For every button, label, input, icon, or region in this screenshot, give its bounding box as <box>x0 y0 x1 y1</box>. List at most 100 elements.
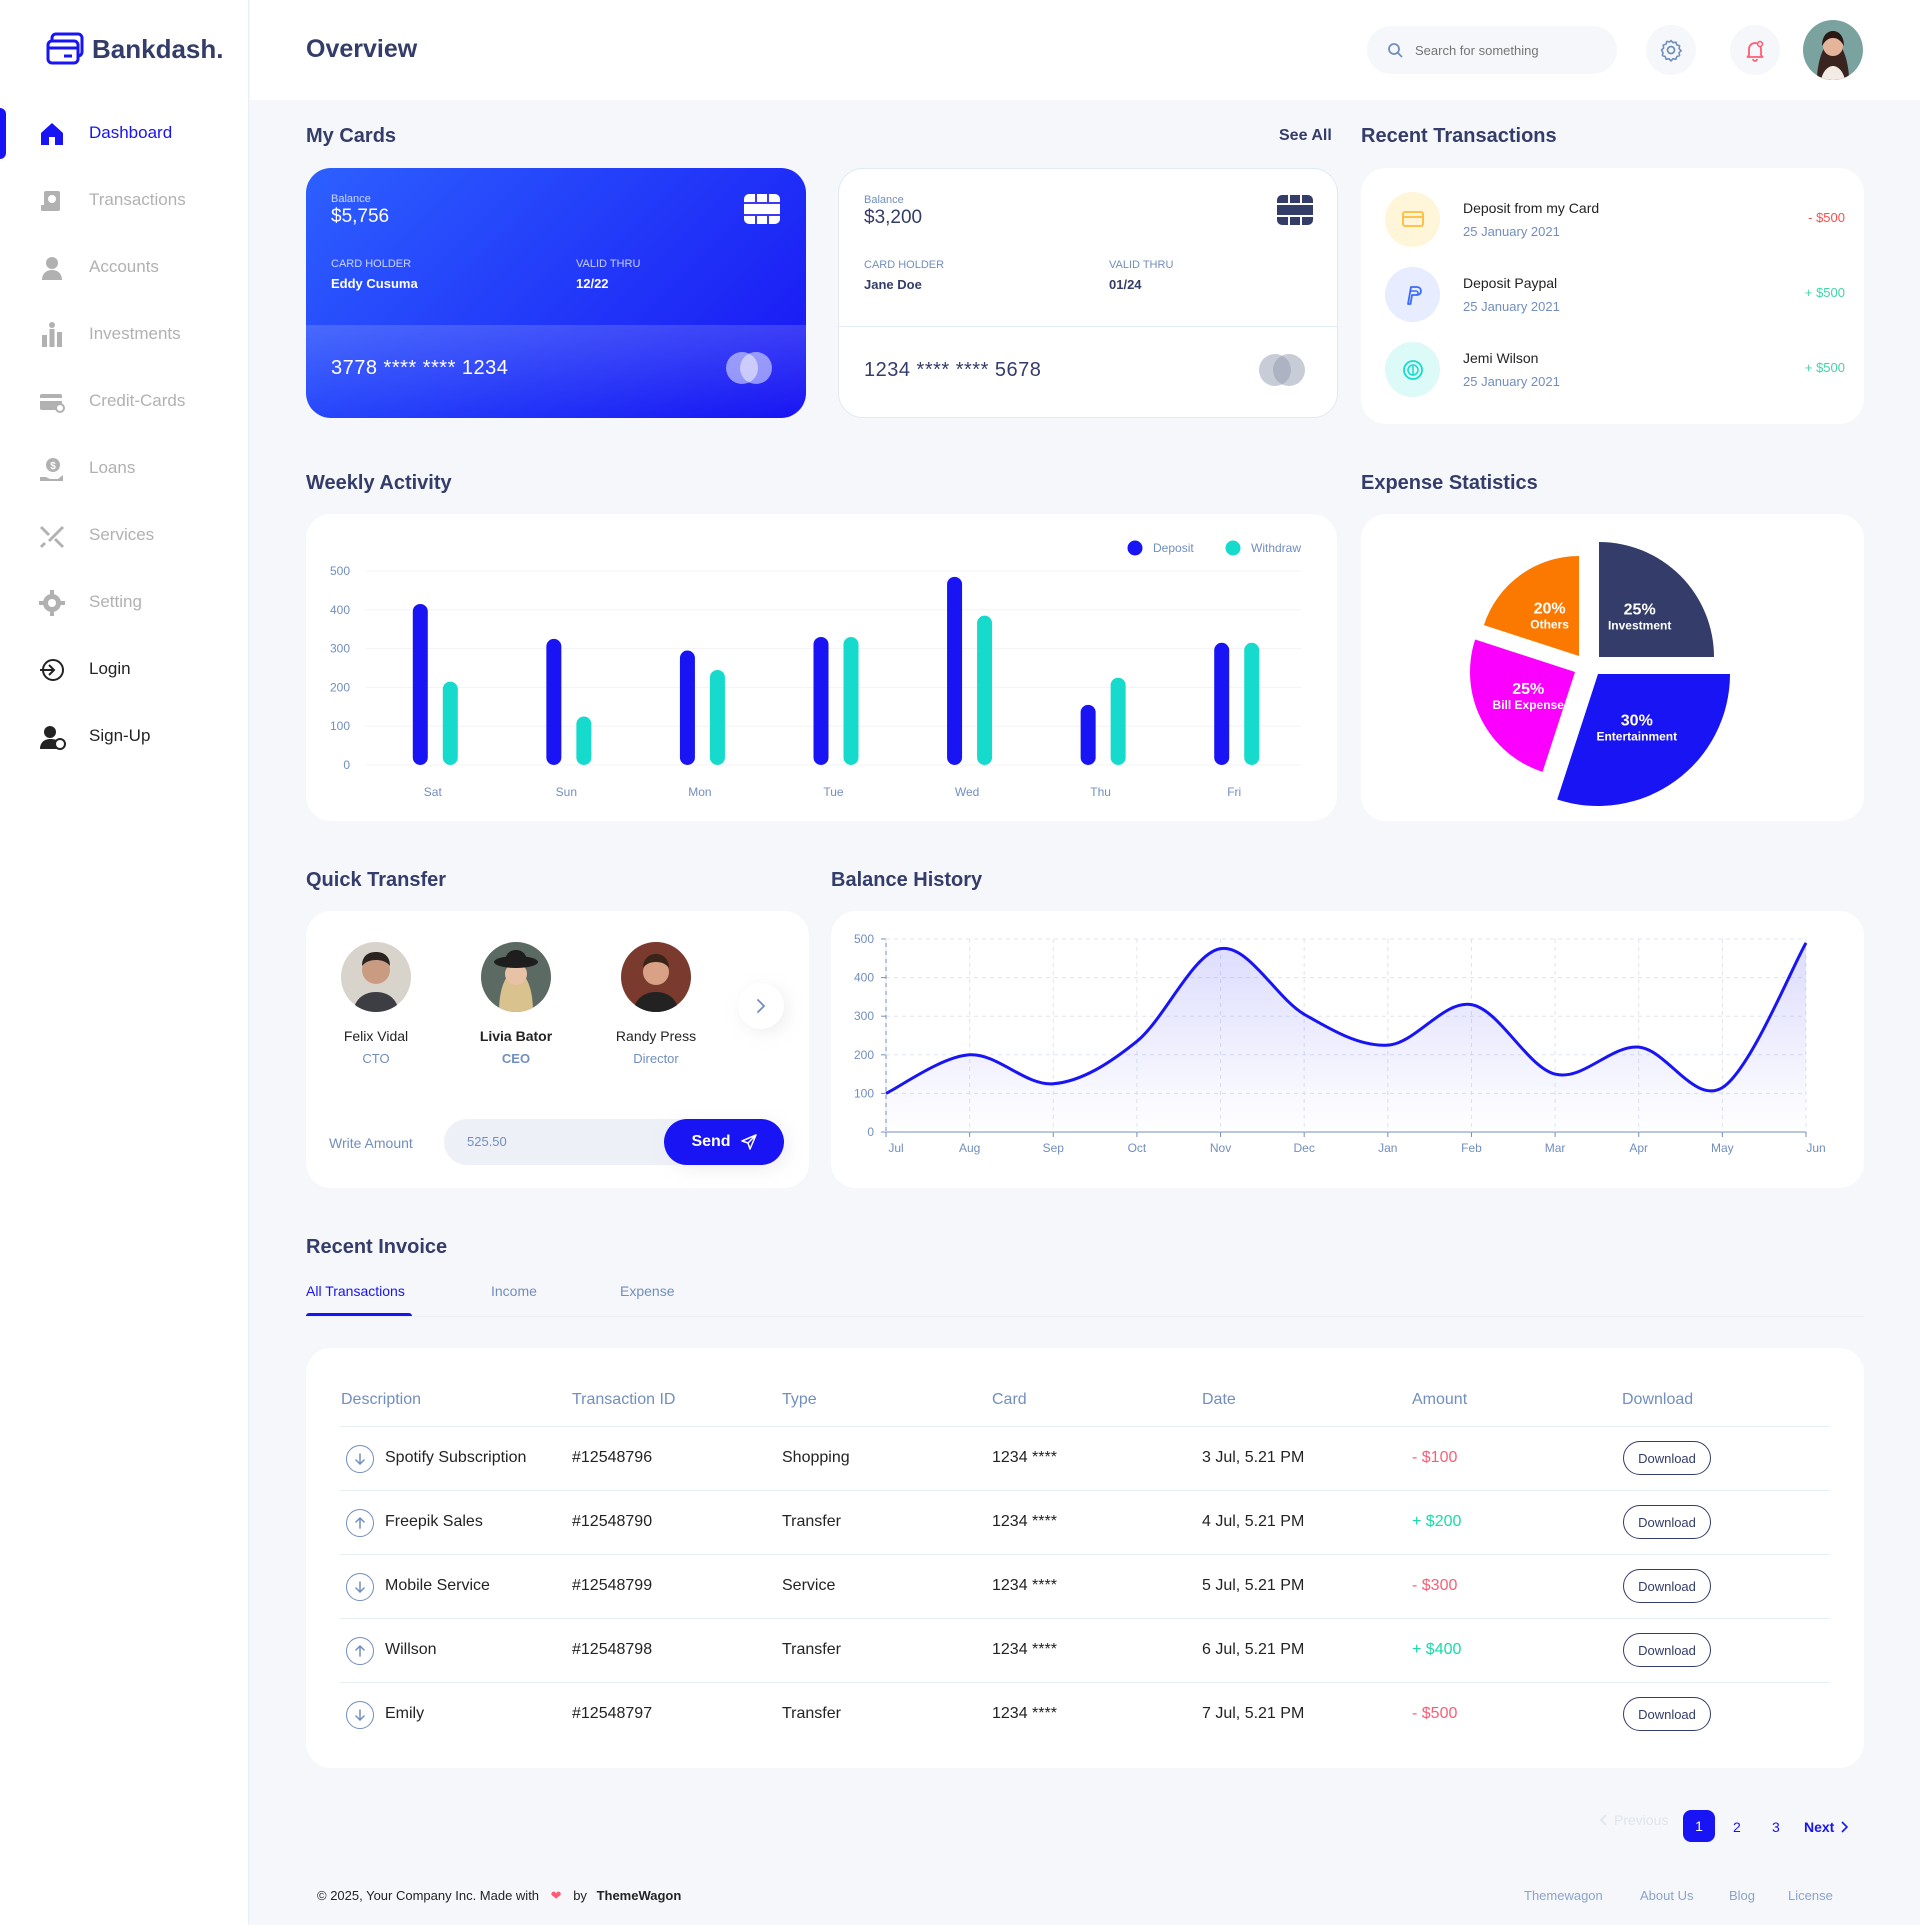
pagination-next[interactable]: Next <box>1804 1819 1849 1835</box>
x-tick-label: Sat <box>424 785 443 799</box>
brand-logo[interactable]: Bankdash. <box>46 32 224 66</box>
transaction-item[interactable]: Deposit from my Card 25 January 2021 - $… <box>1385 192 1845 248</box>
footer-link-about-us[interactable]: About Us <box>1640 1888 1694 1903</box>
download-button[interactable]: Download <box>1623 1569 1711 1603</box>
footer-link-themewagon[interactable]: Themewagon <box>1524 1888 1603 1903</box>
cell-description: Mobile Service <box>385 1577 490 1594</box>
pagination-page-3[interactable]: 3 <box>1772 1819 1780 1835</box>
sidebar-item-services[interactable]: Services <box>0 508 249 562</box>
pie-category-label: Bill Expense <box>1493 698 1565 712</box>
x-tick-label: Apr <box>1629 1141 1648 1155</box>
invoice-table-panel <box>306 1348 1864 1768</box>
credit-card-primary[interactable]: Balance $5,756 CARD HOLDER Eddy Cusuma V… <box>306 168 806 418</box>
tab-expense[interactable]: Expense <box>620 1283 675 1299</box>
column-header-download: Download <box>1622 1391 1694 1408</box>
sidebar-item-dashboard[interactable]: Dashboard <box>0 106 249 160</box>
credit-card-secondary[interactable]: Balance $3,200 CARD HOLDER Jane Doe VALI… <box>838 168 1338 418</box>
sidebar-item-transactions[interactable]: Transactions <box>0 173 249 227</box>
expense-statistics-title: Expense Statistics <box>1361 472 1538 494</box>
cell-description: Emily <box>385 1705 425 1722</box>
footer-copyright: © 2025, Your Company Inc. Made with ❤ by… <box>317 1888 681 1904</box>
home-icon <box>41 123 63 145</box>
bar-deposit[interactable] <box>546 638 562 765</box>
bar-deposit[interactable] <box>813 636 829 765</box>
search-input[interactable] <box>1415 42 1595 58</box>
send-button[interactable]: Send <box>664 1119 784 1165</box>
sidebar-item-label: Credit-Cards <box>89 391 186 410</box>
sidebar-item-label: Sign-Up <box>89 726 151 745</box>
sidebar-item-loans[interactable]: $ Loans <box>0 441 249 495</box>
pie-slice-entertainment[interactable] <box>1557 674 1730 806</box>
amount-value[interactable]: 525.50 <box>467 1134 507 1149</box>
x-tick-label: Jul <box>888 1141 903 1155</box>
sidebar-item-setting[interactable]: Setting <box>0 575 249 629</box>
pagination-page-2[interactable]: 2 <box>1733 1819 1741 1835</box>
bar-deposit[interactable] <box>679 650 695 765</box>
cell-transaction-id: #12548790 <box>572 1513 653 1530</box>
bar-withdraw[interactable] <box>576 716 592 766</box>
pie-slice-bill-expense[interactable] <box>1470 639 1575 772</box>
footer-brand-link[interactable]: ThemeWagon <box>596 1888 682 1903</box>
table-row: Spotify Subscription #12548796 Shopping 123… <box>340 1426 1830 1490</box>
bar-withdraw[interactable] <box>709 669 725 765</box>
x-tick-label: Thu <box>1090 785 1111 799</box>
transaction-item[interactable]: Deposit Paypal 25 January 2021 + $500 <box>1385 267 1845 323</box>
sidebar-item-login[interactable]: Login <box>0 642 249 696</box>
x-tick-label: Fri <box>1227 785 1241 799</box>
bar-withdraw[interactable] <box>843 636 859 765</box>
sidebar-item-investments[interactable]: Investments <box>0 307 249 361</box>
pagination-previous[interactable]: Previous <box>1600 1812 1668 1828</box>
x-tick-label: Jun <box>1806 1141 1825 1155</box>
tab-income[interactable]: Income <box>491 1283 537 1299</box>
credit-card-icon <box>40 394 65 413</box>
settings-button[interactable] <box>1646 25 1696 75</box>
sidebar-item-sign-up[interactable]: Sign-Up <box>0 709 249 763</box>
x-tick-label: Mon <box>688 785 711 799</box>
bar-deposit[interactable] <box>947 576 963 765</box>
transaction-item[interactable]: Jemi Wilson 25 January 2021 + $500 <box>1385 342 1845 398</box>
column-header-type: Type <box>782 1391 817 1408</box>
y-tick-label: 400 <box>330 603 350 617</box>
weekly-activity-title: Weekly Activity <box>306 472 452 494</box>
bar-withdraw[interactable] <box>1244 642 1260 765</box>
table-row: Mobile Service #12548799 Service 1234 **** 5… <box>340 1554 1830 1618</box>
footer-link-license[interactable]: License <box>1788 1888 1833 1903</box>
svg-text:$: $ <box>50 461 56 472</box>
footer-link-blog[interactable]: Blog <box>1729 1888 1756 1903</box>
download-button[interactable]: Download <box>1623 1697 1711 1731</box>
search-bar[interactable] <box>1367 26 1617 74</box>
cell-transaction-id: #12548799 <box>572 1577 653 1594</box>
pie-slice-others[interactable] <box>1483 556 1579 656</box>
tab-all-transactions[interactable]: All Transactions <box>306 1283 405 1299</box>
bar-deposit[interactable] <box>412 603 428 765</box>
transfer-contact[interactable]: Felix Vidal CTO <box>321 942 431 1066</box>
card-valid-label: VALID THRU <box>1109 259 1174 271</box>
user-avatar[interactable] <box>1803 20 1863 80</box>
sidebar-item-accounts[interactable]: Accounts <box>0 240 249 294</box>
transaction-date: 25 January 2021 <box>1463 224 1560 239</box>
loan-icon: $ <box>40 458 63 481</box>
bar-deposit[interactable] <box>1080 704 1096 765</box>
transfer-contact-selected[interactable]: Livia Bator CEO <box>461 942 571 1066</box>
x-tick-label: Tue <box>823 785 844 799</box>
next-contact-button[interactable] <box>738 983 784 1029</box>
card-valid-label: VALID THRU <box>576 258 641 270</box>
bar-withdraw[interactable] <box>977 615 993 765</box>
bar-deposit[interactable] <box>1214 642 1230 765</box>
download-button[interactable]: Download <box>1623 1505 1711 1539</box>
pie-slice-investment[interactable] <box>1599 542 1714 657</box>
transfer-contact[interactable]: Randy Press Director <box>601 942 711 1066</box>
download-button[interactable]: Download <box>1623 1441 1711 1475</box>
bar-withdraw[interactable] <box>1110 677 1126 765</box>
sidebar-item-label: Accounts <box>89 257 159 276</box>
card-balance: $5,756 <box>331 206 390 227</box>
bar-withdraw[interactable] <box>442 681 458 765</box>
pagination-page-1[interactable]: 1 <box>1683 1810 1715 1842</box>
sidebar-item-credit-cards[interactable]: Credit-Cards <box>0 374 249 428</box>
x-tick-label: Sep <box>1043 1141 1065 1155</box>
contact-name: Felix Vidal <box>343 1028 409 1044</box>
download-button[interactable]: Download <box>1623 1633 1711 1667</box>
card-holder-label: CARD HOLDER <box>864 259 945 271</box>
notifications-button[interactable] <box>1730 25 1780 75</box>
see-all-link[interactable]: See All <box>1279 127 1332 144</box>
